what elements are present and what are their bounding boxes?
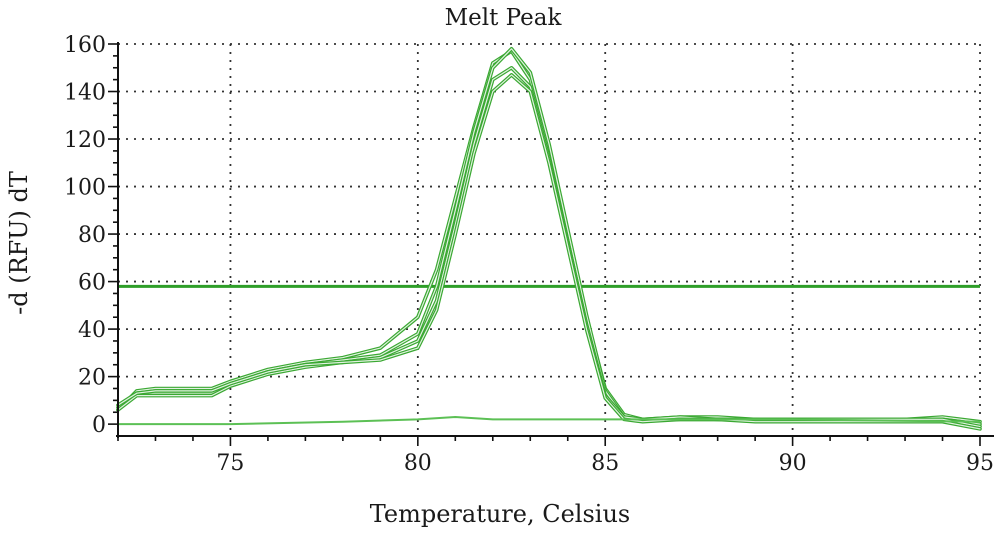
grid-lines	[118, 43, 981, 436]
x-tick-label: 75	[216, 451, 244, 476]
y-tick-label: 100	[64, 176, 106, 201]
x-tick-label: 95	[966, 451, 994, 476]
baseline-series-line	[118, 416, 981, 426]
melt-series-line	[116, 66, 982, 429]
y-tick-label: 140	[64, 81, 106, 106]
y-tick-label: 120	[64, 128, 106, 153]
y-tick-labels: 0 20 40 60 80 100 120 140 160	[64, 33, 106, 438]
x-tick-label: 85	[591, 451, 619, 476]
y-tick-label: 20	[78, 366, 106, 391]
x-tick-label: 80	[404, 451, 432, 476]
melt-series-line	[116, 49, 982, 424]
melt-series-line-core	[117, 50, 981, 423]
melt-series-line-core	[117, 67, 981, 428]
y-tick-label: 40	[78, 318, 106, 343]
y-tick-label: 80	[78, 223, 106, 248]
melt-series-line	[116, 47, 982, 426]
axes	[108, 42, 994, 446]
x-tick-label: 90	[779, 451, 807, 476]
x-axis-title: Temperature, Celsius	[370, 500, 631, 528]
y-tick-label: 160	[64, 33, 106, 58]
x-tick-labels: 75 80 85 90 95	[216, 451, 994, 476]
y-tick-label: 60	[78, 271, 106, 296]
y-axis-title: -d (RFU) dT	[5, 171, 33, 315]
chart-title: Melt Peak	[445, 5, 563, 31]
y-tick-label: 0	[92, 413, 106, 438]
series-layer	[116, 47, 982, 431]
melt-series-line-core	[117, 74, 981, 430]
melt-series-line-core	[117, 48, 981, 425]
